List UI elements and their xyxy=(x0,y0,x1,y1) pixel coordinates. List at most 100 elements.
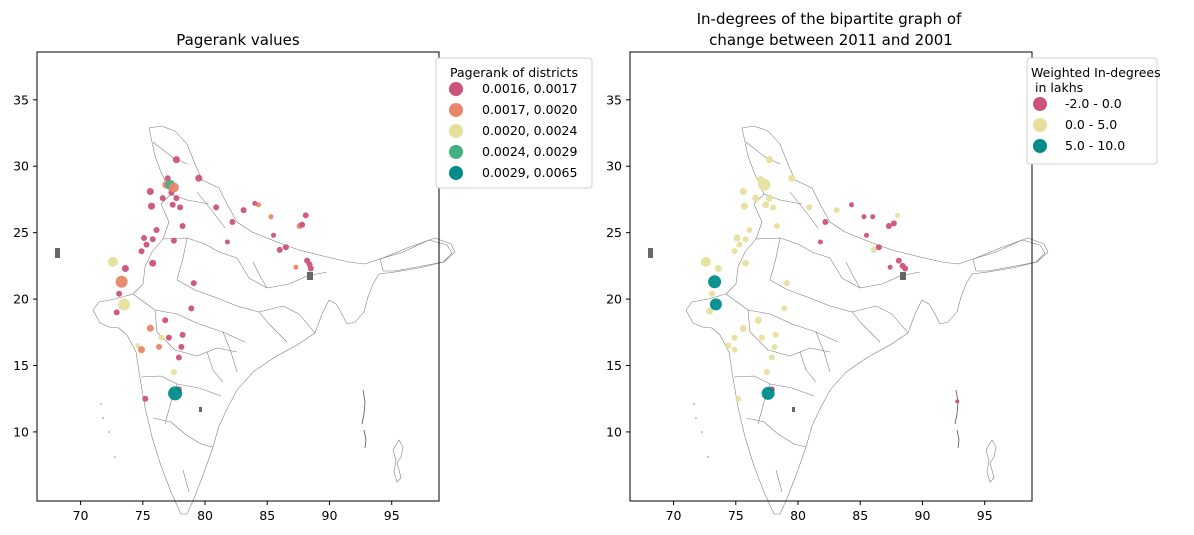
district-point xyxy=(895,212,901,218)
district-point xyxy=(849,202,854,208)
legend-box xyxy=(1026,57,1158,165)
district-point xyxy=(141,235,147,241)
legend: Pagerank of districts 0.0016, 0.00170.00… xyxy=(435,57,593,189)
x-tick-label: 80 xyxy=(790,508,806,523)
legend-label: 0.0024, 0.0029 xyxy=(482,144,577,159)
district-point xyxy=(763,369,770,376)
district-point xyxy=(742,236,749,243)
district-point xyxy=(870,246,877,253)
legend: Weighted In-degrees in lakhs -2.0 - 0.0 0… xyxy=(1026,57,1161,165)
district-point xyxy=(783,280,790,287)
district-point xyxy=(153,227,160,233)
y-tick-label: 35 xyxy=(606,92,622,107)
district-point xyxy=(142,395,149,402)
district-point xyxy=(709,290,716,297)
axes-frame xyxy=(629,51,1033,502)
district-point xyxy=(714,265,722,272)
district-point xyxy=(788,174,796,182)
district-point xyxy=(773,223,780,229)
district-point xyxy=(268,214,274,220)
district-point xyxy=(169,201,176,208)
district-point xyxy=(149,259,157,267)
district-point xyxy=(135,343,141,349)
district-point xyxy=(709,298,722,311)
axes-frame xyxy=(36,51,440,502)
district-point xyxy=(758,178,771,191)
district-point xyxy=(708,275,722,289)
x-tick-label: 80 xyxy=(197,508,213,523)
x-tick-label: 85 xyxy=(852,508,868,523)
district-point xyxy=(752,194,760,202)
coastline-detail xyxy=(648,248,906,412)
district-point xyxy=(190,280,197,287)
indegree-map-panel: In-degrees of the bipartite graph of cha… xyxy=(606,10,1161,523)
india-map-outline xyxy=(55,125,456,515)
legend-label: 0.0020, 0.0024 xyxy=(482,123,577,138)
legend-title: Pagerank of districts xyxy=(450,65,578,80)
district-point xyxy=(179,223,186,229)
district-point xyxy=(149,236,156,243)
district-point xyxy=(213,204,220,211)
legend-entries: -2.0 - 0.0 0.0 - 5.0 5.0 - 10.0 xyxy=(1033,96,1125,153)
district-point xyxy=(252,200,258,206)
district-point xyxy=(736,241,743,248)
legend-marker xyxy=(449,103,463,117)
y-tick-label: 10 xyxy=(13,424,29,439)
x-tick-label: 90 xyxy=(322,508,338,523)
legend-title-line-2: in lakhs xyxy=(1031,80,1083,95)
x-tick-label: 75 xyxy=(728,508,744,523)
lakshadweep-islands xyxy=(693,403,709,458)
district-point xyxy=(770,204,777,211)
district-point xyxy=(762,201,770,209)
district-point xyxy=(240,207,247,214)
pagerank-map-panel: Pagerank values 70 75 80 85 90 95 10 15 20 25 30 3… xyxy=(13,31,593,523)
district-point xyxy=(168,182,179,193)
district-point xyxy=(742,259,750,267)
district-point xyxy=(758,334,765,341)
district-point xyxy=(172,156,180,164)
x-tick-label: 95 xyxy=(977,508,993,523)
district-point xyxy=(735,395,742,402)
district-point xyxy=(276,246,283,253)
legend-marker xyxy=(449,124,463,138)
district-point xyxy=(168,386,183,401)
legend-marker xyxy=(1033,139,1047,153)
y-axis-ticks: 10 15 20 25 30 35 xyxy=(13,92,37,439)
x-tick-label: 70 xyxy=(666,508,682,523)
y-tick-label: 30 xyxy=(606,159,622,174)
district-point xyxy=(739,188,747,195)
district-point xyxy=(700,256,711,267)
x-tick-label: 90 xyxy=(915,508,931,523)
district-point xyxy=(282,244,289,251)
district-point xyxy=(890,220,897,227)
district-point xyxy=(302,212,309,219)
x-tick-label: 95 xyxy=(384,508,400,523)
district-point xyxy=(170,369,177,376)
district-point xyxy=(885,223,892,229)
x-axis-ticks: 70 75 80 85 90 95 xyxy=(73,501,400,523)
legend-marker xyxy=(449,166,463,180)
y-tick-label: 20 xyxy=(13,292,29,307)
district-point xyxy=(148,202,155,210)
district-points xyxy=(700,156,960,404)
district-point xyxy=(165,334,172,341)
district-point xyxy=(746,227,753,233)
district-point xyxy=(178,343,185,350)
legend-box xyxy=(435,57,593,189)
district-point xyxy=(177,204,184,211)
district-point xyxy=(822,219,829,225)
andaman-islands xyxy=(954,389,960,449)
district-point xyxy=(293,264,299,270)
district-point xyxy=(864,232,869,238)
district-point xyxy=(955,399,960,404)
district-point xyxy=(158,334,165,341)
y-tick-label: 35 xyxy=(13,92,29,107)
district-point xyxy=(870,214,876,220)
y-tick-label: 20 xyxy=(606,292,622,307)
district-points xyxy=(107,156,314,402)
legend-label: 0.0029, 0.0065 xyxy=(482,165,577,180)
y-tick-label: 25 xyxy=(606,225,622,240)
district-point xyxy=(143,241,150,248)
legend-marker xyxy=(1033,118,1047,132)
district-point xyxy=(271,232,276,238)
